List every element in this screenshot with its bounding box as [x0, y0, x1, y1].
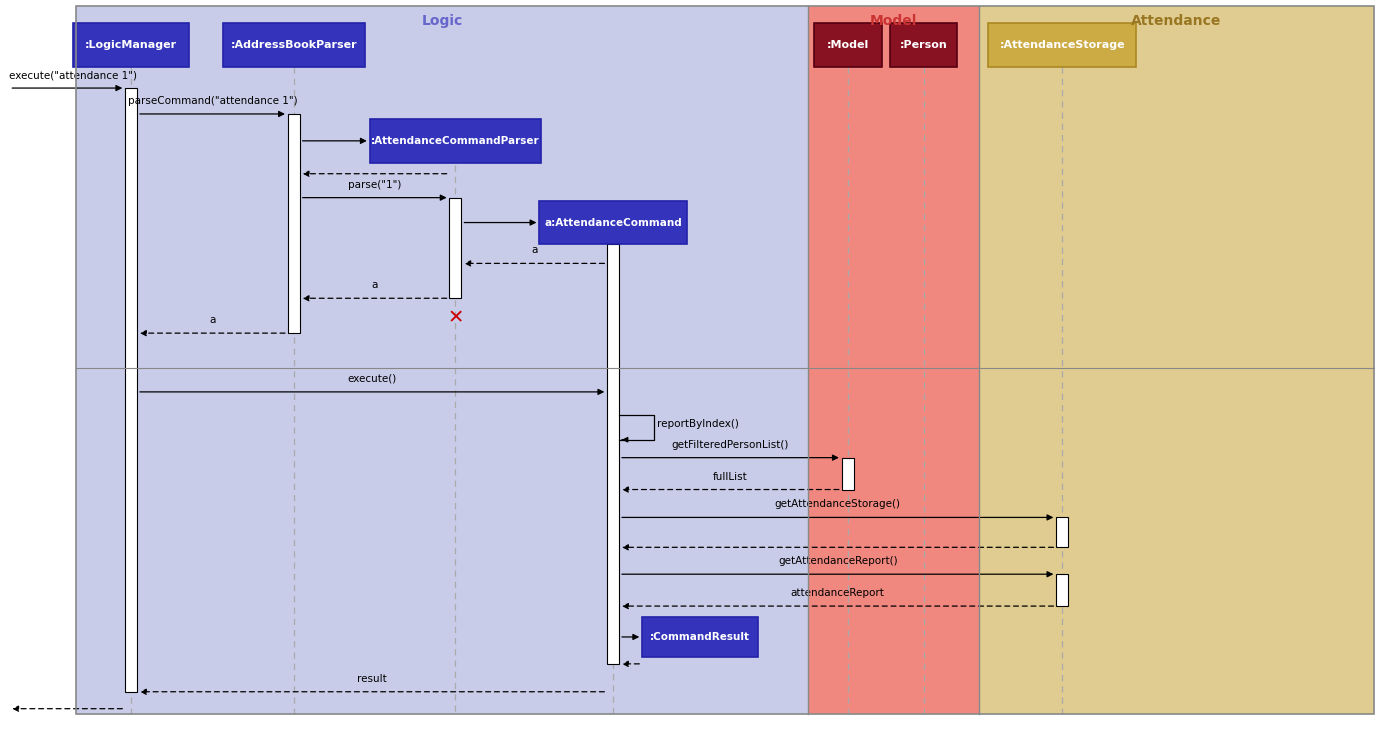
Text: :AddressBookParser: :AddressBookParser	[231, 40, 357, 50]
Text: getAttendanceStorage(): getAttendanceStorage()	[774, 499, 901, 510]
Bar	[539, 200, 687, 244]
Bar	[890, 23, 958, 67]
Text: a:AttendanceCommand: a:AttendanceCommand	[545, 218, 682, 227]
Bar	[74, 23, 189, 67]
Text: result: result	[357, 674, 386, 683]
Text: parseCommand("attendance 1"): parseCommand("attendance 1")	[128, 96, 297, 106]
Text: execute(): execute()	[348, 374, 396, 384]
Text: getAttendanceReport(): getAttendanceReport()	[778, 556, 898, 567]
Bar	[125, 88, 138, 692]
Text: ✕: ✕	[448, 308, 464, 327]
Text: :Model: :Model	[827, 40, 869, 50]
Text: Attendance: Attendance	[1131, 15, 1222, 29]
Text: a: a	[210, 315, 215, 325]
Text: a: a	[531, 246, 538, 255]
Text: attendanceReport: attendanceReport	[791, 588, 884, 598]
Text: Logic: Logic	[421, 15, 463, 29]
Bar	[642, 617, 758, 657]
Text: :CommandResult: :CommandResult	[651, 632, 751, 642]
Text: :AttendanceStorage: :AttendanceStorage	[999, 40, 1125, 50]
Bar	[842, 458, 853, 490]
Bar	[76, 7, 808, 713]
Bar	[222, 23, 364, 67]
Text: a: a	[371, 280, 378, 290]
Bar	[607, 244, 619, 664]
Bar	[288, 114, 300, 333]
Text: execute("attendance 1"): execute("attendance 1")	[10, 70, 138, 80]
Bar	[449, 197, 461, 298]
Bar	[813, 23, 881, 67]
Bar	[980, 7, 1373, 713]
Bar	[1056, 575, 1069, 606]
Text: :AttendanceCommandParser: :AttendanceCommandParser	[371, 136, 539, 146]
Bar	[1056, 518, 1069, 548]
Bar	[370, 119, 541, 163]
Text: Model: Model	[870, 15, 917, 29]
Text: :LogicManager: :LogicManager	[85, 40, 177, 50]
Text: getFilteredPersonList(): getFilteredPersonList()	[671, 439, 790, 450]
Text: fullList: fullList	[713, 471, 748, 482]
Bar	[808, 7, 980, 713]
Bar	[988, 23, 1136, 67]
Text: parse("1"): parse("1")	[348, 180, 402, 189]
Text: :Person: :Person	[899, 40, 948, 50]
Text: reportByIndex(): reportByIndex()	[657, 419, 739, 429]
